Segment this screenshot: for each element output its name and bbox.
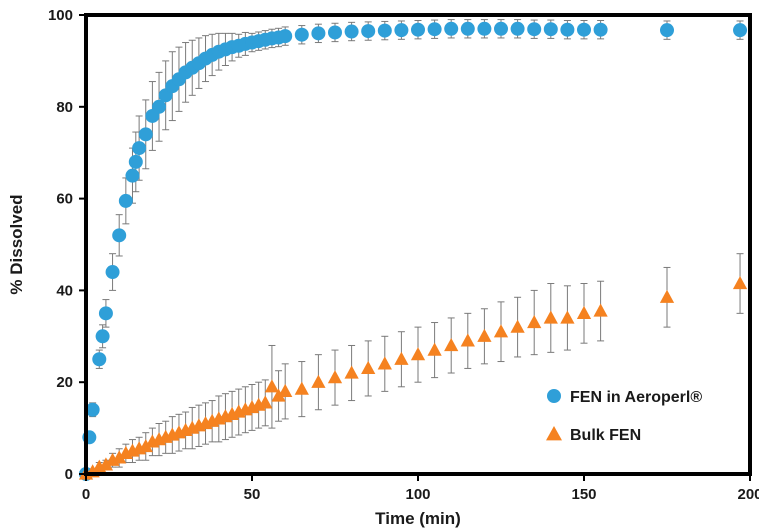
data-point-fen-in-aeroperl (361, 24, 376, 39)
data-point-bulk-fen (410, 347, 426, 361)
data-point-bulk-fen (593, 303, 608, 317)
data-point-bulk-fen (377, 356, 392, 370)
y-axis-title: % Dissolved (7, 194, 26, 294)
data-point-fen-in-aeroperl (138, 127, 153, 142)
legend-marker-bulk-fen (546, 426, 562, 441)
data-point-bulk-fen (98, 457, 114, 471)
data-point-fen-in-aeroperl (411, 22, 425, 37)
data-point-bulk-fen (510, 319, 525, 333)
data-point-fen-in-aeroperl (427, 22, 442, 37)
data-point-bulk-fen (278, 383, 293, 398)
data-point-bulk-fen (560, 310, 575, 324)
data-point-bulk-fen (543, 310, 558, 324)
data-point-fen-in-aeroperl (294, 27, 309, 42)
data-point-bulk-fen (271, 388, 286, 402)
data-point-fen-in-aeroperl (125, 168, 140, 183)
data-point-fen-in-aeroperl (733, 23, 748, 38)
data-point-fen-in-aeroperl (132, 141, 147, 156)
data-point-fen-in-aeroperl (560, 22, 575, 37)
legend-marker-fen-in-aeroperl (547, 389, 561, 403)
data-point-bulk-fen (311, 374, 326, 388)
y-tick-label: 80 (56, 99, 73, 116)
data-point-bulk-fen (460, 333, 475, 347)
data-point-fen-in-aeroperl (92, 352, 107, 367)
data-point-fen-in-aeroperl (278, 29, 293, 44)
y-tick-label: 60 (56, 191, 73, 208)
data-point-fen-in-aeroperl (118, 193, 133, 208)
data-point-fen-in-aeroperl (112, 228, 127, 243)
data-point-fen-in-aeroperl (328, 25, 342, 40)
data-point-fen-in-aeroperl (543, 22, 558, 37)
data-point-bulk-fen (477, 328, 492, 342)
data-point-bulk-fen (361, 360, 376, 375)
data-point-bulk-fen (659, 289, 675, 303)
data-point-fen-in-aeroperl (494, 21, 508, 36)
data-point-bulk-fen (527, 315, 542, 329)
data-point-fen-in-aeroperl (593, 22, 608, 37)
data-point-fen-in-aeroperl (444, 21, 459, 36)
data-point-bulk-fen (264, 379, 280, 393)
data-point-bulk-fen (294, 381, 309, 395)
data-point-bulk-fen (732, 276, 748, 290)
data-point-fen-in-aeroperl (95, 329, 110, 344)
y-tick-label: 20 (56, 374, 73, 391)
x-tick-label: 150 (571, 486, 596, 503)
data-point-fen-in-aeroperl (311, 26, 326, 41)
data-point-fen-in-aeroperl (344, 24, 359, 39)
data-point-fen-in-aeroperl (577, 22, 591, 37)
legend: FEN in Aeroperl® Bulk FEN (546, 389, 702, 444)
data-point-fen-in-aeroperl (85, 402, 100, 417)
data-point-bulk-fen (327, 370, 343, 384)
x-tick-label: 100 (405, 486, 430, 503)
data-points (78, 21, 748, 481)
data-point-bulk-fen (344, 365, 359, 379)
data-point-bulk-fen (427, 342, 442, 356)
legend-label: Bulk FEN (570, 427, 641, 444)
data-point-bulk-fen (576, 305, 592, 319)
data-point-fen-in-aeroperl (98, 306, 113, 321)
data-point-bulk-fen (394, 351, 409, 365)
x-tick-label: 200 (737, 486, 759, 503)
y-tick-label: 100 (48, 7, 73, 24)
x-axis-title: Time (min) (375, 509, 461, 528)
data-point-fen-in-aeroperl (460, 21, 475, 36)
data-point-bulk-fen (258, 395, 273, 409)
data-point-fen-in-aeroperl (527, 22, 542, 37)
data-point-bulk-fen (444, 337, 459, 352)
data-point-fen-in-aeroperl (660, 23, 674, 38)
data-point-bulk-fen (493, 324, 509, 338)
data-point-fen-in-aeroperl (394, 23, 409, 38)
data-point-fen-in-aeroperl (128, 154, 143, 169)
data-point-bulk-fen (112, 450, 127, 464)
data-point-fen-in-aeroperl (105, 265, 120, 280)
data-point-fen-in-aeroperl (510, 21, 525, 36)
data-point-fen-in-aeroperl (477, 21, 492, 36)
y-tick-label: 0 (65, 466, 73, 483)
axis-ticks: 0 20 40 60 80 100 0 50 100 150 200 (48, 7, 759, 503)
x-tick-label: 50 (244, 486, 261, 503)
legend-label: FEN in Aeroperl® (570, 389, 702, 406)
y-tick-label: 40 (56, 282, 73, 299)
data-point-bulk-fen (138, 438, 153, 453)
data-point-fen-in-aeroperl (377, 23, 392, 38)
x-tick-label: 0 (82, 486, 90, 503)
data-point-fen-in-aeroperl (152, 99, 167, 114)
